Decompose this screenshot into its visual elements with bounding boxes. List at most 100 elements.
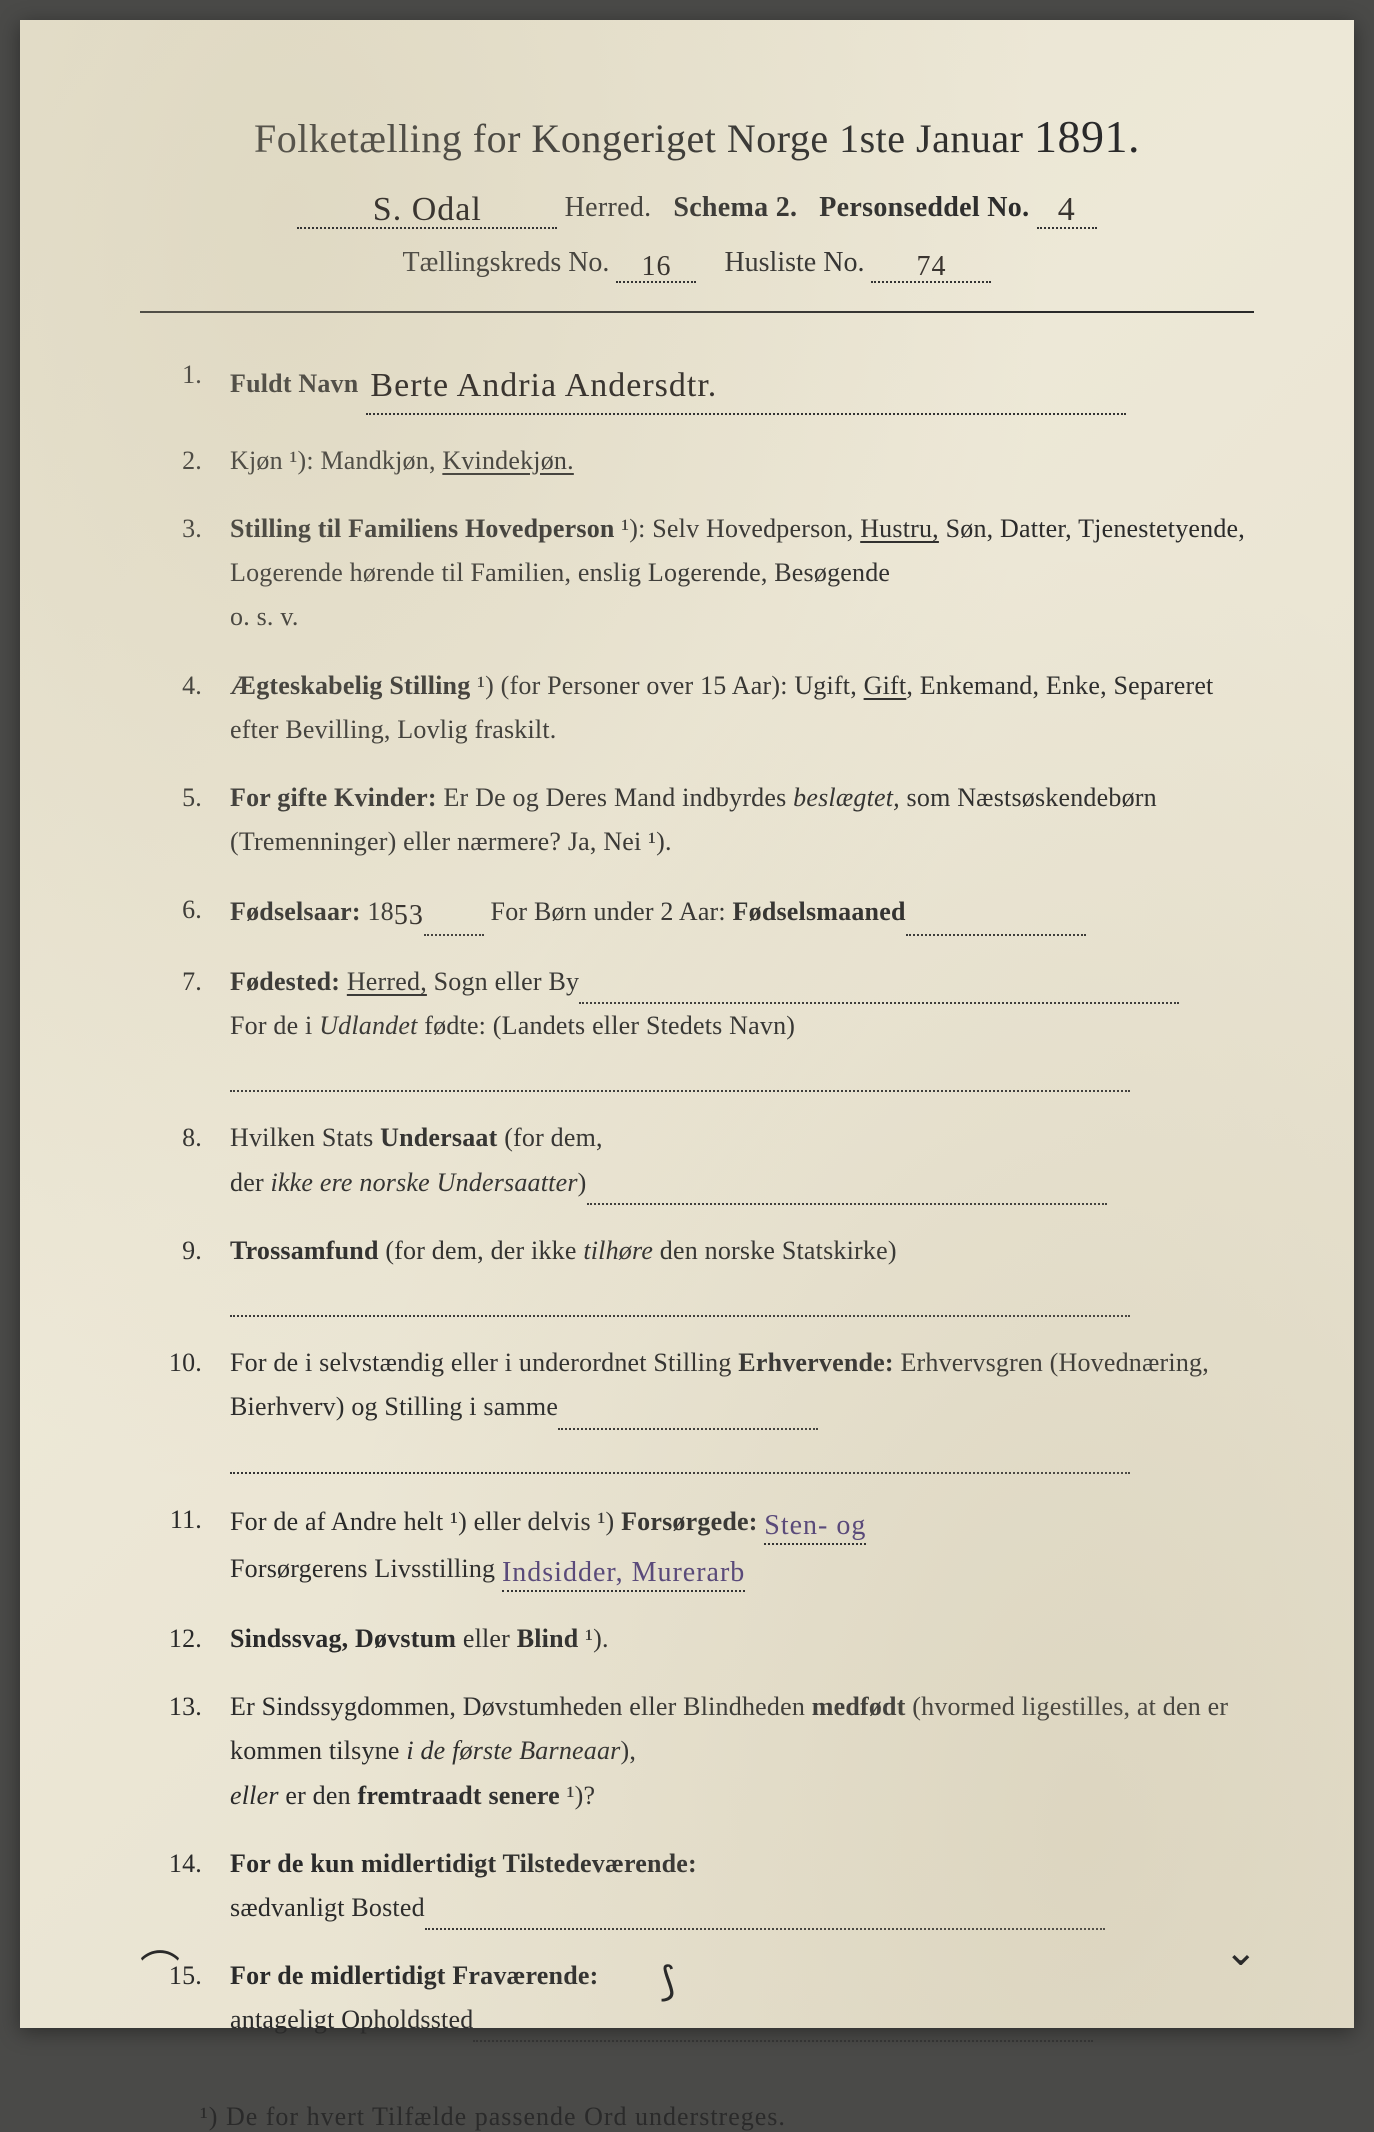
bold-text: Sindssvag, Døvstum bbox=[230, 1624, 456, 1653]
dotted-blank bbox=[579, 975, 1179, 1004]
dotted-blank bbox=[230, 1445, 1130, 1474]
item-body: Stilling til Familiens Hovedperson ¹): S… bbox=[230, 507, 1254, 640]
form-item: 8.Hvilken Stats Undersaat (for dem,der i… bbox=[160, 1116, 1254, 1204]
item-number: 11. bbox=[160, 1498, 230, 1593]
form-items: 1.Fuldt Navn Berte Andria Andersdtr. 2.Kjø… bbox=[140, 353, 1254, 2042]
item-body: For de midlertidigt Fraværende:antagelig… bbox=[230, 1954, 1254, 2042]
item-body: Trossamfund (for dem, der ikke tilhøre d… bbox=[230, 1229, 1254, 1317]
title-year: 1891. bbox=[1034, 111, 1140, 162]
bold-text: Fødselsmaaned bbox=[733, 897, 906, 926]
kreds-label: Tællingskreds No. bbox=[403, 247, 610, 278]
form-item: 6.Fødselsaar: 1853 For Børn under 2 Aar:… bbox=[160, 888, 1254, 936]
bold-text: For gifte Kvinder: bbox=[230, 783, 437, 812]
bold-text: Fødested: bbox=[230, 967, 340, 996]
form-item: 3.Stilling til Familiens Hovedperson ¹):… bbox=[160, 507, 1254, 640]
husliste-value: 74 bbox=[916, 251, 946, 282]
header-divider bbox=[140, 311, 1254, 313]
personseddel-value: 4 bbox=[1058, 191, 1076, 228]
dotted-blank bbox=[587, 1176, 1107, 1205]
item-number: 5. bbox=[160, 776, 230, 864]
kreds-value: 16 bbox=[641, 251, 671, 282]
bold-text: For de kun midlertidigt Tilstedeværende: bbox=[230, 1849, 697, 1878]
personseddel-label: Personseddel No. bbox=[819, 192, 1029, 223]
item-number: 2. bbox=[160, 439, 230, 483]
form-item: 10.For de i selvstændig eller i underord… bbox=[160, 1341, 1254, 1474]
handwritten-value: 53 bbox=[394, 900, 424, 931]
item-label: Fuldt Navn bbox=[230, 369, 358, 398]
form-item: 13.Er Sindssygdommen, Døvstumheden eller… bbox=[160, 1685, 1254, 1818]
italic-text: beslægtet, bbox=[793, 783, 900, 812]
item-body: Hvilken Stats Undersaat (for dem,der ikk… bbox=[230, 1116, 1254, 1204]
dotted-blank bbox=[230, 1289, 1130, 1318]
italic-text: eller bbox=[230, 1781, 279, 1810]
item-number: 14. bbox=[160, 1842, 230, 1930]
form-item: 5.For gifte Kvinder: Er De og Deres Mand… bbox=[160, 776, 1254, 864]
handwritten-value: Indsidder, Murerarb bbox=[502, 1557, 745, 1592]
item-number: 4. bbox=[160, 664, 230, 752]
item-number: 8. bbox=[160, 1116, 230, 1204]
item-number: 1. bbox=[160, 353, 230, 415]
form-item: 14.For de kun midlertidigt Tilstedeværen… bbox=[160, 1842, 1254, 1930]
bold-text: Fødselsaar: bbox=[230, 897, 361, 926]
bold-text: medfødt bbox=[812, 1692, 906, 1721]
bold-text: Undersaat bbox=[380, 1123, 497, 1152]
item-body: Fødested: Herred, Sogn eller ByFor de i … bbox=[230, 960, 1254, 1093]
item-body: Fødselsaar: 1853 For Børn under 2 Aar: F… bbox=[230, 888, 1254, 936]
handwritten-value: Berte Andria Andersdtr. bbox=[370, 367, 717, 404]
herred-label: Herred. bbox=[565, 192, 652, 223]
form-item: 1.Fuldt Navn Berte Andria Andersdtr. bbox=[160, 353, 1254, 415]
bold-text: Ægteskabelig Stilling bbox=[230, 671, 470, 700]
item-body: Kjøn ¹): Mandkjøn, Kvindekjøn. bbox=[230, 439, 1254, 483]
item-body: For de i selvstændig eller i underordnet… bbox=[230, 1341, 1254, 1474]
underlined-text: Kvindekjøn. bbox=[442, 446, 573, 475]
form-item: 12.Sindssvag, Døvstum eller Blind ¹). bbox=[160, 1617, 1254, 1661]
dotted-blank bbox=[906, 907, 1086, 936]
title-text: Folketælling for Kongeriget Norge 1ste J… bbox=[254, 116, 1023, 161]
item-number: 9. bbox=[160, 1229, 230, 1317]
main-title: Folketælling for Kongeriget Norge 1ste J… bbox=[140, 110, 1254, 163]
dotted-blank bbox=[230, 1064, 1130, 1093]
bold-text: fremtraadt senere bbox=[358, 1781, 560, 1810]
dotted-blank bbox=[558, 1401, 818, 1430]
item-number: 7. bbox=[160, 960, 230, 1093]
bold-text: Stilling til Familiens Hovedperson bbox=[230, 514, 615, 543]
bold-text: Blind bbox=[517, 1624, 579, 1653]
form-item: 7.Fødested: Herred, Sogn eller ByFor de … bbox=[160, 960, 1254, 1093]
item-number: 12. bbox=[160, 1617, 230, 1661]
form-item: 9.Trossamfund (for dem, der ikke tilhøre… bbox=[160, 1229, 1254, 1317]
item-body: For de af Andre helt ¹) eller delvis ¹) … bbox=[230, 1498, 1254, 1593]
paper-blemish-icon: ⌄ bbox=[1224, 1928, 1274, 1958]
bold-text: For de midlertidigt Fraværende: bbox=[230, 1961, 598, 1990]
paper-blemish-icon: ⌒ bbox=[140, 1938, 190, 1968]
item-number: 6. bbox=[160, 888, 230, 936]
italic-text: tilhøre bbox=[583, 1236, 653, 1265]
handwritten-value: Sten- og bbox=[764, 1510, 866, 1545]
footnote: ¹) De for hvert Tilfælde passende Ord un… bbox=[140, 2102, 1254, 2132]
census-form-page: Folketælling for Kongeriget Norge 1ste J… bbox=[20, 20, 1354, 2028]
item-body: Fuldt Navn Berte Andria Andersdtr. bbox=[230, 353, 1254, 415]
husliste-label: Husliste No. bbox=[724, 247, 864, 278]
bold-text: Erhvervende: bbox=[738, 1348, 893, 1377]
item-body: For gifte Kvinder: Er De og Deres Mand i… bbox=[230, 776, 1254, 864]
dotted-blank bbox=[473, 2014, 1093, 2043]
header-line-3: Tællingskreds No. 16 Husliste No. 74 bbox=[140, 247, 1254, 283]
item-number: 10. bbox=[160, 1341, 230, 1474]
item-body: Ægteskabelig Stilling ¹) (for Personer o… bbox=[230, 664, 1254, 752]
bold-text: Trossamfund bbox=[230, 1236, 379, 1265]
dotted-blank bbox=[425, 1901, 1105, 1930]
italic-text: i de første Barneaar bbox=[406, 1736, 620, 1765]
item-body: Sindssvag, Døvstum eller Blind ¹). bbox=[230, 1617, 1254, 1661]
item-body: Er Sindssygdommen, Døvstumheden eller Bl… bbox=[230, 1685, 1254, 1818]
form-header: Folketælling for Kongeriget Norge 1ste J… bbox=[140, 110, 1254, 283]
underlined-text: Herred, bbox=[347, 967, 427, 996]
form-item: 11.For de af Andre helt ¹) eller delvis … bbox=[160, 1498, 1254, 1593]
form-item: 2.Kjøn ¹): Mandkjøn, Kvindekjøn. bbox=[160, 439, 1254, 483]
bold-text: Forsørgede: bbox=[621, 1507, 757, 1536]
underlined-text: Hustru, bbox=[860, 514, 939, 543]
underlined-text: Gift bbox=[864, 671, 907, 700]
header-line-2: S. Odal Herred. Schema 2. Personseddel N… bbox=[140, 187, 1254, 229]
item-number: 3. bbox=[160, 507, 230, 640]
schema-label: Schema 2. bbox=[673, 192, 797, 223]
dotted-blank bbox=[424, 907, 484, 936]
item-body: For de kun midlertidigt Tilstedeværende:… bbox=[230, 1842, 1254, 1930]
